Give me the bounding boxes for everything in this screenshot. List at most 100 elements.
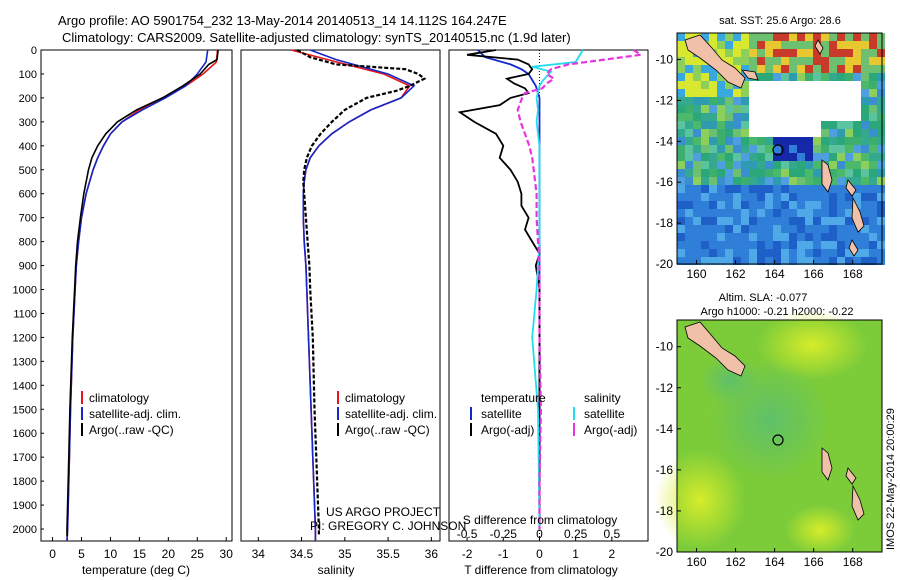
sst-cell — [877, 241, 885, 249]
sst-cell — [717, 169, 725, 177]
sst-cell — [877, 41, 885, 49]
sst-cell — [837, 89, 845, 97]
sst-cell — [813, 241, 821, 249]
sst-cell — [757, 153, 765, 161]
t-difference-xlabel: T difference from climatology — [464, 563, 618, 577]
sst-cell — [821, 121, 829, 129]
sst-cell — [877, 113, 885, 121]
sst-cell — [693, 217, 701, 225]
sst-cell — [853, 89, 861, 97]
sst-cell — [813, 209, 821, 217]
sst-cell — [693, 153, 701, 161]
sst-cell — [797, 201, 805, 209]
sst-cell — [677, 201, 685, 209]
salinity-tick-label: 36 — [425, 547, 439, 561]
sst-cell — [685, 193, 693, 201]
sst-cell — [717, 185, 725, 193]
sst-cell — [717, 41, 725, 49]
sst-cell — [781, 257, 789, 265]
legend-s-argo: Argo(-adj) — [584, 423, 637, 437]
sst-cell — [821, 57, 829, 65]
sst-cell — [741, 209, 749, 217]
sst-cell — [725, 201, 733, 209]
sst-cell — [837, 185, 845, 193]
sst-cell — [861, 129, 869, 137]
sst-cell — [821, 201, 829, 209]
sst-cell — [749, 201, 757, 209]
sst-cell — [725, 249, 733, 257]
sst-cell — [717, 201, 725, 209]
sst-cell — [853, 185, 861, 193]
sst-cell — [741, 249, 749, 257]
sst-cell — [781, 233, 789, 241]
sst-cell — [797, 225, 805, 233]
island-shape — [851, 196, 865, 233]
sst-cell — [797, 249, 805, 257]
sst-cell — [813, 89, 821, 97]
sst-cell — [821, 185, 829, 193]
sst-cell — [845, 225, 853, 233]
sst-cell — [749, 105, 757, 113]
sst-cell — [861, 153, 869, 161]
sst-cell — [789, 97, 797, 105]
sst-cell — [805, 217, 813, 225]
sst-cell — [725, 89, 733, 97]
sst-cell — [805, 257, 813, 265]
sst-cell — [749, 217, 757, 225]
sst-cell — [789, 257, 797, 265]
sst-cell — [773, 137, 781, 145]
sst-cell — [829, 81, 837, 89]
legend-salinity-title: salinity — [584, 391, 621, 405]
salinity-lines — [290, 49, 427, 541]
sst-cell — [845, 89, 853, 97]
sst-cell — [837, 129, 845, 137]
sst-cell — [773, 73, 781, 81]
sst-cell — [693, 129, 701, 137]
sst-cell — [789, 177, 797, 185]
sst-cell — [709, 185, 717, 193]
sst-cell — [733, 241, 741, 249]
sst-cell — [757, 209, 765, 217]
sst-cell — [837, 201, 845, 209]
sst-cell — [853, 177, 861, 185]
sst-cell — [717, 97, 725, 105]
sst-cell — [829, 233, 837, 241]
sst-cell — [861, 177, 869, 185]
sst-cell — [733, 121, 741, 129]
salinity-tick-label: 34 — [252, 547, 266, 561]
lat-tick-label: -16 — [656, 175, 674, 189]
sst-cell — [749, 129, 757, 137]
depth-tick-label: 1800 — [13, 476, 37, 488]
sst-cell — [797, 65, 805, 73]
sst-cell — [757, 185, 765, 193]
credit-pi: PI: GREGORY C. JOHNSON — [310, 519, 466, 533]
sst-cell — [861, 33, 869, 41]
sst-cell — [781, 177, 789, 185]
sst-cell — [853, 113, 861, 121]
sst-cell — [853, 137, 861, 145]
sst-cell — [677, 193, 685, 201]
s-difference-label: S difference from climatology — [463, 513, 618, 527]
difference-legend: temperature satellite Argo(-adj) salinit… — [470, 391, 637, 437]
sst-cell — [701, 209, 709, 217]
sst-cell — [733, 153, 741, 161]
sst-cell — [845, 161, 853, 169]
header-line1: Argo profile: AO 5901754_232 13-May-2014… — [58, 13, 507, 28]
sst-cell — [765, 57, 773, 65]
sst-cell — [877, 201, 885, 209]
sst-cell — [701, 169, 709, 177]
sst-cell — [773, 57, 781, 65]
sst-cell — [765, 177, 773, 185]
argo-float-marker — [772, 434, 784, 446]
sst-cell — [797, 161, 805, 169]
sst-cell — [757, 233, 765, 241]
sst-cell — [725, 97, 733, 105]
sst-cell — [717, 121, 725, 129]
sst-cell — [733, 89, 741, 97]
sst-cell — [877, 89, 885, 97]
sst-cell — [781, 137, 789, 145]
sst-cell — [709, 97, 717, 105]
sst-cell — [709, 209, 717, 217]
sst-cell — [773, 129, 781, 137]
sst-cell — [741, 97, 749, 105]
